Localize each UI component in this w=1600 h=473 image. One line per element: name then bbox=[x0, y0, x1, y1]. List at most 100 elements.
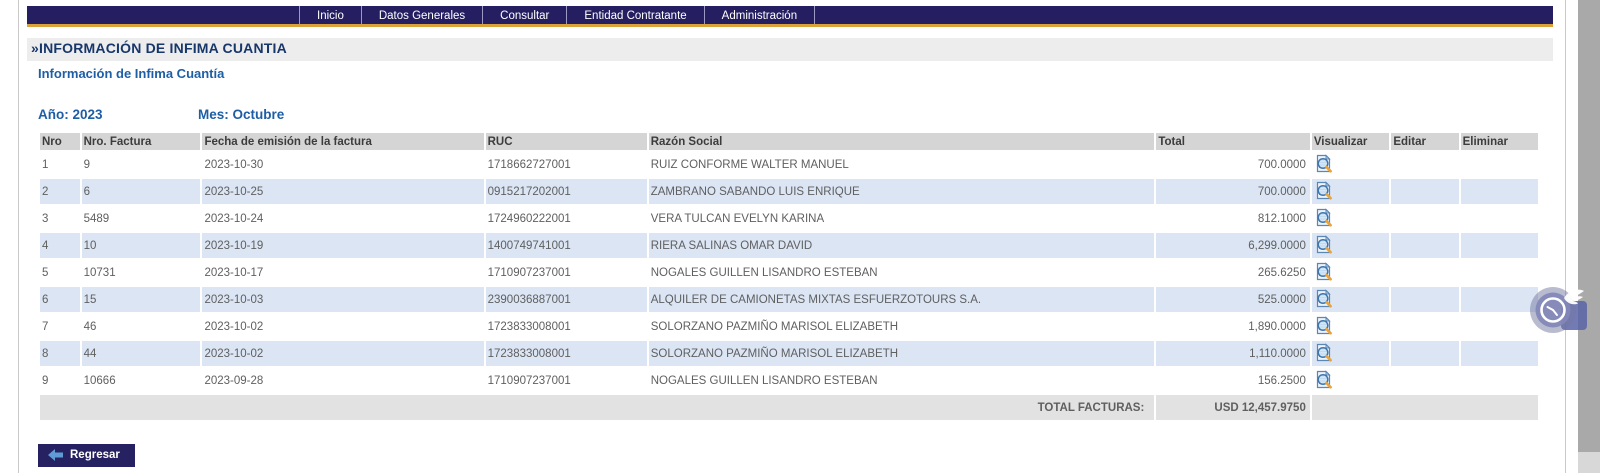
editar-cell bbox=[1391, 341, 1459, 366]
editar-cell bbox=[1391, 314, 1459, 339]
document-magnifier-icon[interactable] bbox=[1314, 234, 1333, 254]
winged-clock-icon[interactable] bbox=[1527, 282, 1589, 338]
factura-cell: 5489 bbox=[81, 206, 201, 231]
razon-social-cell: SOLORZANO PAZMIÑO MARISOL ELIZABETH bbox=[648, 341, 1155, 366]
ruc-cell: 1723833008001 bbox=[485, 341, 647, 366]
factura-cell: 9 bbox=[81, 152, 201, 177]
nav-item-consultar[interactable]: Consultar bbox=[482, 6, 566, 24]
document-magnifier-icon[interactable] bbox=[1314, 207, 1333, 227]
fecha-cell: 2023-10-24 bbox=[202, 206, 484, 231]
fecha-cell: 2023-10-17 bbox=[202, 260, 484, 285]
razon-social-cell: VERA TULCAN EVELYN KARINA bbox=[648, 206, 1155, 231]
table-footer-row: TOTAL FACTURAS: USD 12,457.9750 bbox=[40, 395, 1538, 420]
top-nav-bar: Inicio Datos Generales Consultar Entidad Co… bbox=[27, 6, 1553, 27]
factura-cell: 46 bbox=[81, 314, 201, 339]
document-magnifier-icon[interactable] bbox=[1314, 315, 1333, 335]
visualizar-cell bbox=[1311, 152, 1390, 177]
page-subtitle: Información de Infima Cuantía bbox=[38, 66, 225, 81]
nro-cell: 3 bbox=[40, 206, 80, 231]
razon-social-cell: NOGALES GUILLEN LISANDRO ESTEBAN bbox=[648, 260, 1155, 285]
factura-cell: 6 bbox=[81, 179, 201, 204]
eliminar-cell bbox=[1460, 179, 1538, 204]
page-title: »INFORMACIÓN DE INFIMA CUANTIA bbox=[31, 40, 287, 56]
table-row: 4 10 2023-10-19 1400749741001 RIERA SALI… bbox=[40, 233, 1538, 258]
ruc-cell: 1710907237001 bbox=[485, 260, 647, 285]
editar-cell bbox=[1391, 368, 1459, 393]
nav-item-inicio[interactable]: Inicio bbox=[299, 6, 361, 24]
invoice-table: Nro Nro. Factura Fecha de emisión de la fa… bbox=[38, 131, 1540, 422]
factura-cell: 15 bbox=[81, 287, 201, 312]
ruc-cell: 1724960222001 bbox=[485, 206, 647, 231]
document-magnifier-icon[interactable] bbox=[1314, 153, 1333, 173]
nro-cell: 5 bbox=[40, 260, 80, 285]
nro-cell: 8 bbox=[40, 341, 80, 366]
table-row: 3 5489 2023-10-24 1724960222001 VERA TUL… bbox=[40, 206, 1538, 231]
razon-social-cell: RIERA SALINAS OMAR DAVID bbox=[648, 233, 1155, 258]
column-header: Nro. Factura bbox=[81, 133, 201, 150]
factura-cell: 10731 bbox=[81, 260, 201, 285]
fecha-cell: 2023-10-02 bbox=[202, 314, 484, 339]
table-header-row: Nro Nro. Factura Fecha de emisión de la fa… bbox=[40, 133, 1538, 150]
visualizar-cell bbox=[1311, 260, 1390, 285]
document-magnifier-icon[interactable] bbox=[1314, 342, 1333, 362]
regresar-button[interactable]: Regresar bbox=[38, 444, 135, 467]
column-header: Fecha de emisión de la factura bbox=[202, 133, 484, 150]
total-cell: 156.2500 bbox=[1156, 368, 1310, 393]
editar-cell bbox=[1391, 179, 1459, 204]
nro-cell: 2 bbox=[40, 179, 80, 204]
ruc-cell: 1723833008001 bbox=[485, 314, 647, 339]
nro-cell: 7 bbox=[40, 314, 80, 339]
column-header: Eliminar bbox=[1460, 133, 1538, 150]
ruc-cell: 0915217202001 bbox=[485, 179, 647, 204]
fecha-cell: 2023-10-03 bbox=[202, 287, 484, 312]
nav-item-entidad-contratante[interactable]: Entidad Contratante bbox=[566, 6, 703, 24]
eliminar-cell bbox=[1460, 287, 1538, 312]
regresar-label: Regresar bbox=[70, 449, 120, 461]
nav-item-administración[interactable]: Administración bbox=[703, 6, 816, 24]
month-label: Mes: Octubre bbox=[198, 107, 285, 122]
page-title-strip: »INFORMACIÓN DE INFIMA CUANTIA bbox=[27, 38, 1553, 61]
nav-item-datos-generales[interactable]: Datos Generales bbox=[360, 6, 482, 24]
fecha-cell: 2023-10-02 bbox=[202, 341, 484, 366]
total-cell: 700.0000 bbox=[1156, 179, 1310, 204]
eliminar-cell bbox=[1460, 368, 1538, 393]
total-cell: 525.0000 bbox=[1156, 287, 1310, 312]
visualizar-cell bbox=[1311, 206, 1390, 231]
visualizar-cell bbox=[1311, 368, 1390, 393]
column-header: Editar bbox=[1391, 133, 1459, 150]
editar-cell bbox=[1391, 287, 1459, 312]
total-cell: 812.1000 bbox=[1156, 206, 1310, 231]
vertical-scrollbar[interactable] bbox=[1578, 0, 1600, 473]
table-row: 9 10666 2023-09-28 1710907237001 NOGALES… bbox=[40, 368, 1538, 393]
footer-empty-cell bbox=[1311, 395, 1538, 420]
table-row: 6 15 2023-10-03 2390036887001 ALQUILER D… bbox=[40, 287, 1538, 312]
main-content: Inicio Datos Generales Consultar Entidad Co… bbox=[27, 0, 1553, 467]
document-magnifier-icon[interactable] bbox=[1314, 288, 1333, 308]
fecha-cell: 2023-10-19 bbox=[202, 233, 484, 258]
year-label: Año: 2023 bbox=[38, 107, 103, 122]
eliminar-cell bbox=[1460, 341, 1538, 366]
document-magnifier-icon[interactable] bbox=[1314, 261, 1333, 281]
nro-cell: 9 bbox=[40, 368, 80, 393]
eliminar-cell bbox=[1460, 206, 1538, 231]
factura-cell: 44 bbox=[81, 341, 201, 366]
editar-cell bbox=[1391, 233, 1459, 258]
nro-cell: 4 bbox=[40, 233, 80, 258]
editar-cell bbox=[1391, 260, 1459, 285]
column-header: Razón Social bbox=[648, 133, 1155, 150]
razon-social-cell: SOLORZANO PAZMIÑO MARISOL ELIZABETH bbox=[648, 314, 1155, 339]
document-magnifier-icon[interactable] bbox=[1314, 369, 1333, 389]
scrollbar-thumb[interactable] bbox=[1578, 0, 1600, 452]
fecha-cell: 2023-10-25 bbox=[202, 179, 484, 204]
total-cell: 6,299.0000 bbox=[1156, 233, 1310, 258]
razon-social-cell: ALQUILER DE CAMIONETAS MIXTAS ESFUERZOTO… bbox=[648, 287, 1155, 312]
ruc-cell: 2390036887001 bbox=[485, 287, 647, 312]
editar-cell bbox=[1391, 206, 1459, 231]
razon-social-cell: ZAMBRANO SABANDO LUIS ENRIQUE bbox=[648, 179, 1155, 204]
page-left-border bbox=[18, 0, 19, 473]
column-header: Nro bbox=[40, 133, 80, 150]
nro-cell: 1 bbox=[40, 152, 80, 177]
total-cell: 1,890.0000 bbox=[1156, 314, 1310, 339]
document-magnifier-icon[interactable] bbox=[1314, 180, 1333, 200]
total-cell: 265.6250 bbox=[1156, 260, 1310, 285]
